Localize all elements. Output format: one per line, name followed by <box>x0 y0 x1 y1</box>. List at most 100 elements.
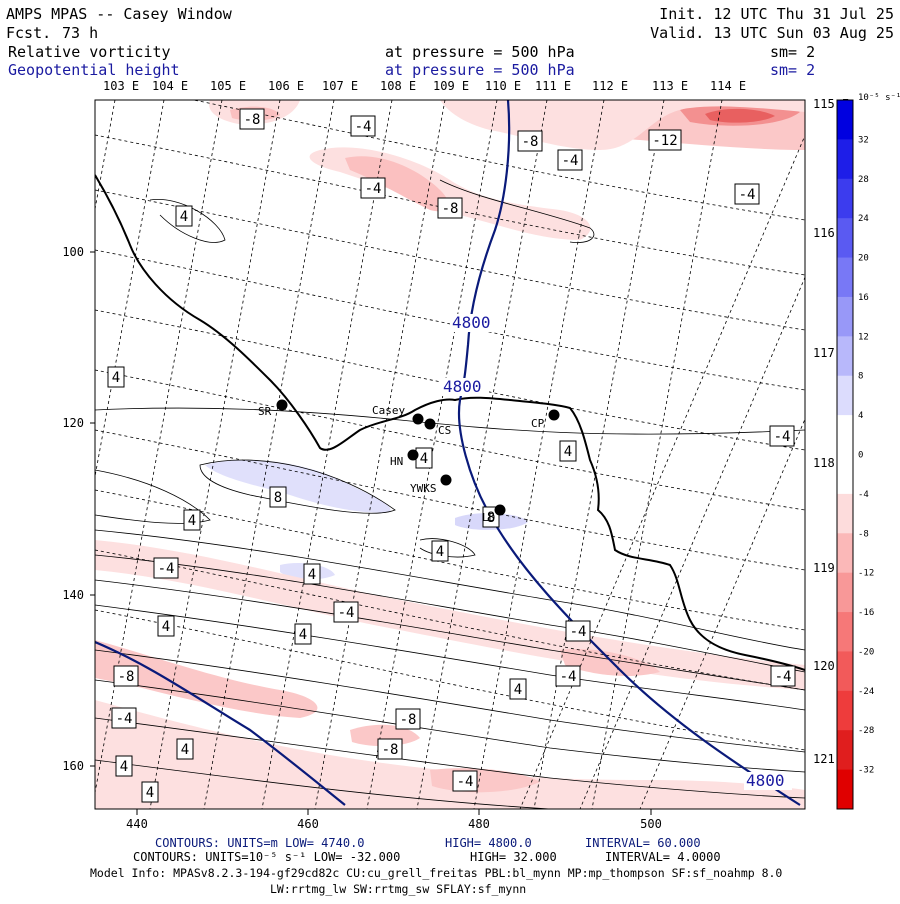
vorticity-label-text: -8 <box>382 742 399 758</box>
vorticity-label: 4 <box>415 447 433 469</box>
colorbar-label: 12 <box>858 332 869 342</box>
vorticity-label: 8 <box>269 486 287 508</box>
height-label: 4800 <box>746 771 785 790</box>
vorticity-label-text: -4 <box>775 669 792 685</box>
vorticity-label: 4 <box>175 205 193 227</box>
vorticity-label-text: 4 <box>514 682 522 698</box>
top-lon-label: 110 E <box>485 79 521 93</box>
x-tick-label: 500 <box>640 817 662 831</box>
top-lon-label: 105 E <box>210 79 246 93</box>
station-ld: LD <box>482 504 506 524</box>
vorticity-label-text: -4 <box>457 774 474 790</box>
vorticity-label: 4 <box>509 678 527 700</box>
vorticity-label: 4 <box>294 623 312 645</box>
station-cs: CS <box>424 418 451 437</box>
vorticity-label: -8 <box>517 130 543 152</box>
vorticity-label: -8 <box>239 108 265 130</box>
top-lon-label: 109 E <box>433 79 469 93</box>
vorticity-label-text: 4 <box>120 759 128 775</box>
colorbar-label: 28 <box>858 175 869 185</box>
colorbar-label: -16 <box>858 608 874 618</box>
vorticity-label-text: -8 <box>118 669 135 685</box>
colorbar-segment <box>837 218 853 259</box>
vorticity-label-text: -8 <box>442 201 459 217</box>
field1-level: at pressure = 500 hPa <box>385 43 575 61</box>
station-label: LD <box>482 511 495 524</box>
y-tick-label: 160 <box>62 759 84 773</box>
y-tick-label: 140 <box>62 588 84 602</box>
vorticity-label: -4 <box>770 665 796 687</box>
vorticity-label-text: 4 <box>564 444 572 460</box>
field2-smooth: sm= 2 <box>770 61 815 79</box>
station-label: CP <box>531 417 545 430</box>
vorticity-label: 4 <box>141 781 159 803</box>
height-contour-interval: INTERVAL= 60.000 <box>585 836 701 850</box>
height-label-bg <box>450 314 498 332</box>
vorticity-label-text: -4 <box>739 187 756 203</box>
plot-area: -8 -4 -8 -4 -12 -4 -8 -4 4 4 -4 4 4 4 8 4 4 -4 8 -4 4 4 -4 -8 -4… <box>95 100 805 809</box>
top-longitude-labels: 103 E 104 E 105 E 106 E 107 E 108 E 109 E 110 E… <box>103 79 746 93</box>
vorticity-label-text: -4 <box>365 181 382 197</box>
colorbar-segment <box>837 139 853 180</box>
colorbar-label: 32 <box>858 135 869 145</box>
field1-name: Relative vorticity <box>8 43 171 61</box>
station-cp: CP <box>531 409 560 430</box>
vorticity-label: 4 <box>107 366 125 388</box>
top-lon-label: 106 E <box>268 79 304 93</box>
height-labels: 4800 4800 4800 <box>441 313 792 790</box>
vorticity-label-text: 4 <box>181 742 189 758</box>
vorticity-label: 4 <box>303 563 321 585</box>
vorticity-label: -8 <box>377 738 403 760</box>
colorbar-label: -28 <box>858 726 874 736</box>
colorbar-label: 20 <box>858 254 869 264</box>
vorticity-label: -4 <box>565 620 591 642</box>
latlon-grid <box>95 100 805 809</box>
valid-time: Valid. 13 UTC Sun 03 Aug 25 <box>650 24 894 42</box>
vorticity-label: -4 <box>555 665 581 687</box>
colorbar-label: 0 <box>858 451 863 461</box>
vorticity-label-text: 4 <box>299 627 307 643</box>
x-axis: 440 460 480 500 <box>126 809 662 831</box>
vorticity-label: 4 <box>431 540 449 562</box>
vorticity-label: 4 <box>115 755 133 777</box>
colorbar-label: 8 <box>858 372 863 382</box>
x-tick-label: 480 <box>468 817 490 831</box>
colorbar-segment <box>837 336 853 377</box>
vorticity-label: -8 <box>395 708 421 730</box>
colorbar-label: -24 <box>858 687 874 697</box>
vorticity-label: 4 <box>559 440 577 462</box>
field2-level: at pressure = 500 hPa <box>385 61 575 79</box>
init-time: Init. 12 UTC Thu 31 Jul 25 <box>659 5 894 23</box>
vorticity-label: -8 <box>113 665 139 687</box>
top-lon-label: 104 E <box>152 79 188 93</box>
geopotential-contours <box>95 100 801 806</box>
field2-name: Geopotential height <box>8 61 180 79</box>
height-contour-high: HIGH= 4800.0 <box>445 836 532 850</box>
vorticity-label-text: 4 <box>180 209 188 225</box>
vorticity-label: -4 <box>153 557 179 579</box>
colorbar-label: 16 <box>858 293 869 303</box>
field1-smooth: sm= 2 <box>770 43 815 61</box>
x-tick-label: 440 <box>126 817 148 831</box>
forecast-hours: 73 h <box>62 24 98 42</box>
vorticity-label-text: -4 <box>774 429 791 445</box>
colorbar-segment <box>837 651 853 692</box>
top-lon-label: 113 E <box>652 79 688 93</box>
model-info-2: LW:rrtmg_lw SW:rrtmg_sw SFLAY:sf_mynn <box>270 882 526 896</box>
colorbar-label: -8 <box>858 529 869 539</box>
colorbar-segment <box>837 690 853 731</box>
vorticity-label: -4 <box>350 115 376 137</box>
colorbar-segment <box>837 533 853 574</box>
vorticity-label-text: -4 <box>338 605 355 621</box>
vorticity-label-text: -4 <box>560 669 577 685</box>
station-hn: HN <box>390 449 419 468</box>
vorticity-label-text: 8 <box>487 510 495 526</box>
height-label-bg <box>744 772 792 790</box>
colorbar-segment <box>837 572 853 613</box>
vorticity-label-text: 4 <box>420 451 428 467</box>
height-label-bg <box>441 378 489 396</box>
vorticity-label-text: 4 <box>146 785 154 801</box>
vort-contour-high: HIGH= 32.000 <box>470 850 557 864</box>
vorticity-labels: -8 -4 -8 -4 -12 -4 -8 -4 4 4 -4 4 4 4 8 4 4 -4 8 -4 4 4 -4 -8 -4… <box>107 108 796 803</box>
height-contour-info: CONTOURS: UNITS=m LOW= 4740.0 <box>155 836 365 850</box>
